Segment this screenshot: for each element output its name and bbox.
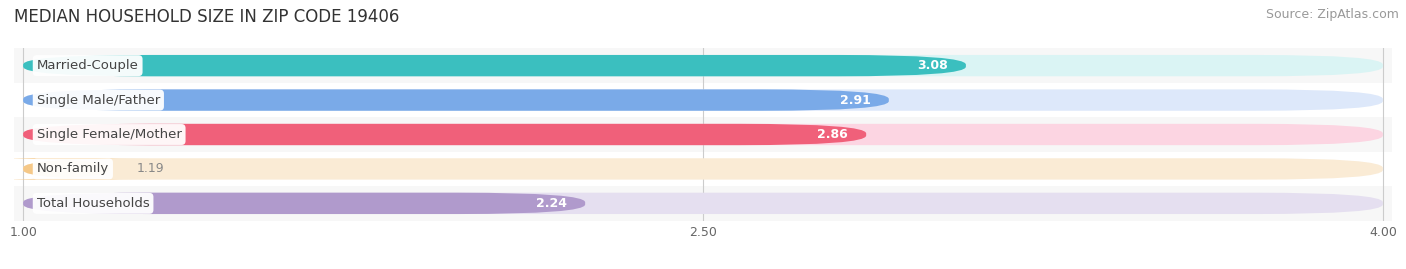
FancyBboxPatch shape — [14, 48, 1406, 83]
Text: 2.24: 2.24 — [536, 197, 567, 210]
FancyBboxPatch shape — [22, 55, 1384, 76]
Text: 2.91: 2.91 — [839, 94, 870, 107]
FancyBboxPatch shape — [22, 124, 866, 145]
FancyBboxPatch shape — [14, 186, 1406, 221]
Text: Single Female/Mother: Single Female/Mother — [37, 128, 181, 141]
FancyBboxPatch shape — [14, 117, 1406, 152]
Text: Total Households: Total Households — [37, 197, 149, 210]
Text: 2.86: 2.86 — [817, 128, 848, 141]
FancyBboxPatch shape — [22, 89, 889, 111]
FancyBboxPatch shape — [22, 193, 1384, 214]
FancyBboxPatch shape — [0, 158, 149, 180]
Text: Source: ZipAtlas.com: Source: ZipAtlas.com — [1265, 8, 1399, 21]
FancyBboxPatch shape — [14, 152, 1406, 186]
Text: Single Male/Father: Single Male/Father — [37, 94, 160, 107]
Text: 1.19: 1.19 — [136, 162, 165, 175]
Text: MEDIAN HOUSEHOLD SIZE IN ZIP CODE 19406: MEDIAN HOUSEHOLD SIZE IN ZIP CODE 19406 — [14, 8, 399, 26]
Text: 3.08: 3.08 — [917, 59, 948, 72]
FancyBboxPatch shape — [22, 158, 1384, 180]
FancyBboxPatch shape — [22, 193, 585, 214]
FancyBboxPatch shape — [22, 55, 966, 76]
Text: Non-family: Non-family — [37, 162, 110, 175]
Text: Married-Couple: Married-Couple — [37, 59, 139, 72]
FancyBboxPatch shape — [14, 83, 1406, 117]
FancyBboxPatch shape — [22, 124, 1384, 145]
FancyBboxPatch shape — [22, 89, 1384, 111]
